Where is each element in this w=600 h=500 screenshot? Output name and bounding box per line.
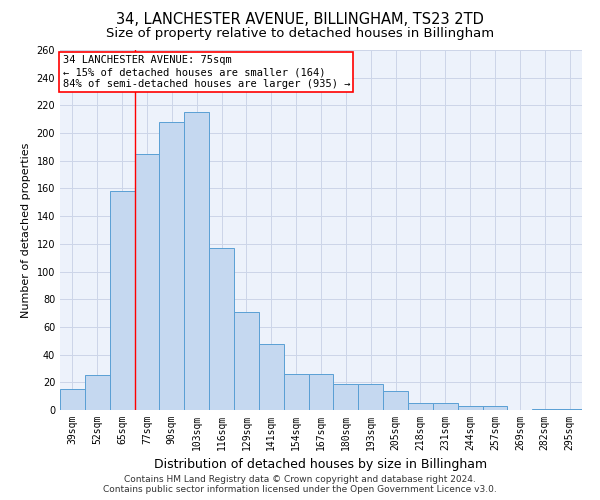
Bar	[85, 376, 110, 410]
Text: Contains public sector information licensed under the Open Government Licence v3: Contains public sector information licen…	[103, 485, 497, 494]
Text: Size of property relative to detached houses in Billingham: Size of property relative to detached ho…	[106, 28, 494, 40]
X-axis label: Distribution of detached houses by size in Billingham: Distribution of detached houses by size …	[154, 458, 488, 471]
Bar	[259, 344, 284, 410]
Bar	[110, 191, 134, 410]
Bar	[184, 112, 209, 410]
Y-axis label: Number of detached properties: Number of detached properties	[21, 142, 31, 318]
Bar	[60, 389, 85, 410]
Bar	[383, 390, 408, 410]
Bar	[209, 248, 234, 410]
Text: 34 LANCHESTER AVENUE: 75sqm
← 15% of detached houses are smaller (164)
84% of se: 34 LANCHESTER AVENUE: 75sqm ← 15% of det…	[62, 56, 350, 88]
Bar	[433, 403, 458, 410]
Bar	[334, 384, 358, 410]
Bar	[234, 312, 259, 410]
Bar	[134, 154, 160, 410]
Bar	[308, 374, 334, 410]
Bar	[160, 122, 184, 410]
Bar	[408, 403, 433, 410]
Text: 34, LANCHESTER AVENUE, BILLINGHAM, TS23 2TD: 34, LANCHESTER AVENUE, BILLINGHAM, TS23 …	[116, 12, 484, 28]
Text: Contains HM Land Registry data © Crown copyright and database right 2024.: Contains HM Land Registry data © Crown c…	[124, 475, 476, 484]
Bar	[482, 406, 508, 410]
Bar	[358, 384, 383, 410]
Bar	[532, 408, 557, 410]
Bar	[557, 408, 582, 410]
Bar	[458, 406, 482, 410]
Bar	[284, 374, 308, 410]
